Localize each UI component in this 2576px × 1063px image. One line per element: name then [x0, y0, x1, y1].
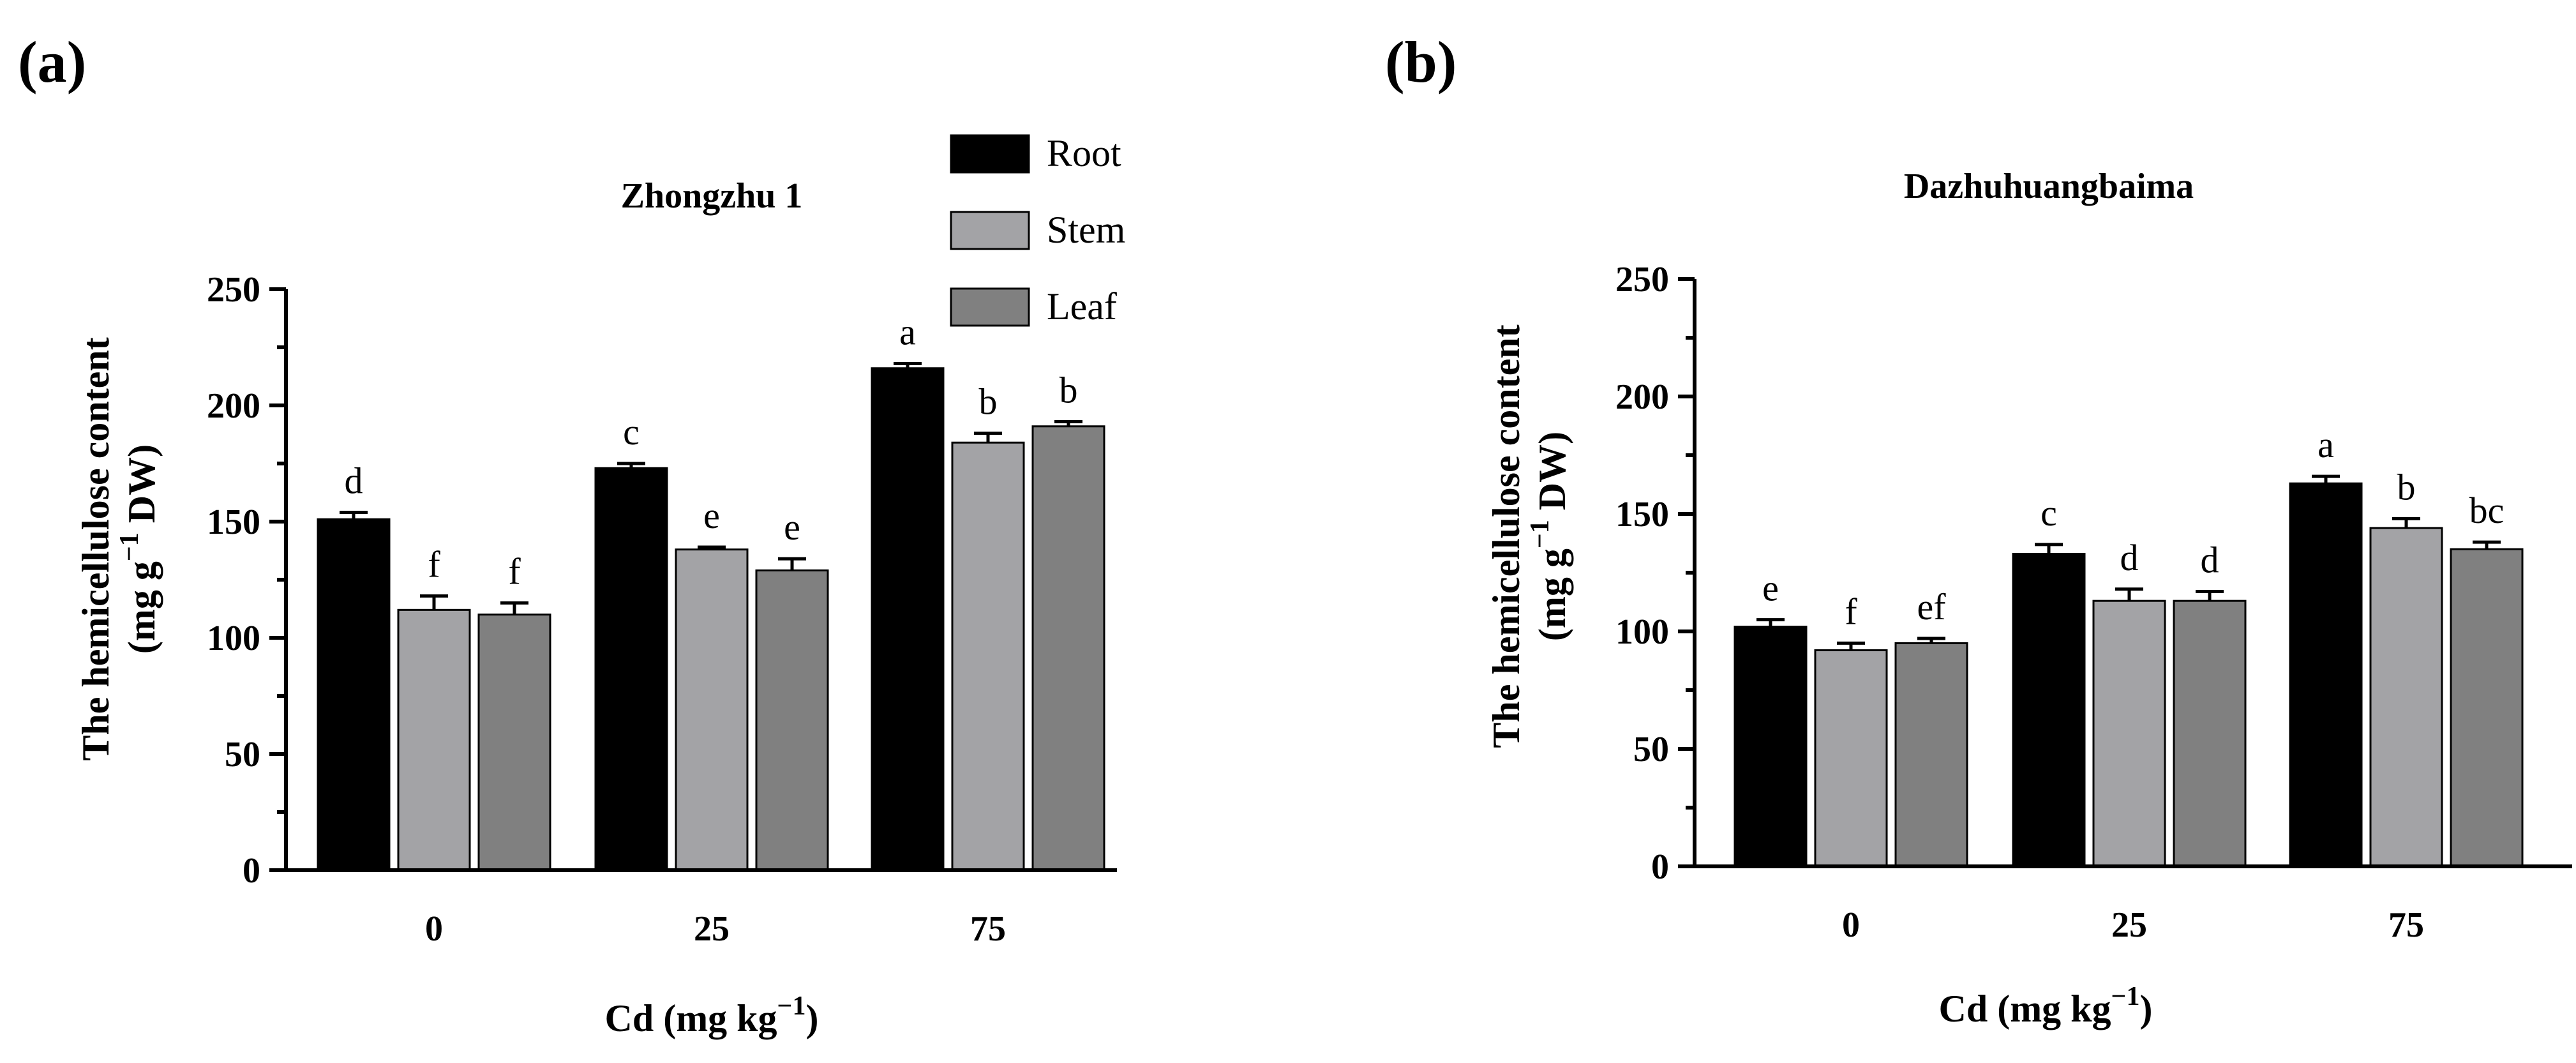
legend-swatch-stem [950, 211, 1030, 250]
y-tick-label: 200 [1615, 377, 1669, 417]
legend: Root Stem Leaf [950, 132, 1125, 328]
panel-label-a: (a) [18, 29, 86, 94]
bar-stem-0 [397, 608, 471, 871]
y-tick-label: 200 [207, 386, 260, 426]
significance-letter: f [508, 550, 521, 592]
bar-leaf-0 [1894, 642, 1968, 868]
y-tick-label: 0 [243, 851, 260, 891]
x-tick-label: 0 [1842, 905, 1860, 945]
x-tick-label: 0 [425, 909, 443, 949]
significance-letter: f [428, 543, 440, 585]
bar-stem-0 [1814, 649, 1888, 868]
significance-letter: c [2041, 492, 2057, 534]
legend-label-stem: Stem [1047, 209, 1125, 251]
legend-label-leaf: Leaf [1047, 285, 1117, 328]
plot-area-b: e c a f d b ef d bc 0 50 100 150 200 250 0 25 75 [1615, 260, 2572, 945]
y-tick-label: 150 [1615, 495, 1669, 534]
chart-title-b: Dazhuhuangbaima [1904, 167, 2194, 206]
y-axis-label-line1-a: The hemicellulose content [75, 337, 117, 760]
significance-letter: a [2318, 424, 2334, 465]
significance-letter: a [899, 311, 916, 352]
significance-letter: f [1845, 591, 1857, 632]
bar-leaf-75 [2450, 548, 2524, 868]
bar-leaf-0 [477, 614, 551, 871]
x-tick-label: 25 [694, 909, 730, 949]
significance-letter: d [2120, 537, 2139, 578]
bar-stem-75 [951, 441, 1025, 871]
panel-label-b: (b) [1385, 29, 1456, 94]
plot-area-a: d c a f e b f e b 0 50 100 150 200 250 0 25 75 [207, 270, 1117, 949]
bar-stem-25 [675, 548, 749, 871]
x-axis-label-a: Cd (mg kg−1) [605, 991, 819, 1039]
y-tick-label: 250 [1615, 260, 1669, 299]
legend-swatch-root [950, 134, 1030, 174]
bar-root-75 [2289, 482, 2363, 868]
x-tick-label: 75 [2388, 905, 2424, 945]
significance-letter: b [1060, 369, 1078, 411]
chart-title-a: Zhongzhu 1 [621, 176, 803, 216]
bar-root-25 [2012, 553, 2086, 868]
legend-swatch-leaf [950, 287, 1030, 327]
significance-letter: c [623, 411, 640, 453]
significance-letter: e [703, 495, 720, 536]
bar-leaf-25 [755, 569, 829, 871]
y-tick-label: 250 [207, 270, 260, 310]
y-tick-label: 150 [207, 502, 260, 542]
bar-leaf-75 [1031, 425, 1105, 871]
bar-root-0 [317, 518, 391, 871]
significance-letter: d [2201, 539, 2219, 580]
significance-letter: ef [1917, 586, 1946, 628]
y-axis-label-b: The hemicellulose content (mg g−1 DW) [1485, 324, 1573, 748]
y-axis-label-line2-b: (mg g−1 DW) [1525, 432, 1573, 641]
x-tick-label: 75 [970, 909, 1006, 949]
bar-stem-75 [2369, 527, 2443, 868]
bar-leaf-25 [2173, 599, 2247, 868]
x-tick-label: 25 [2111, 905, 2147, 945]
y-axis-label-line1-b: The hemicellulose content [1485, 324, 1527, 748]
chart-panel-b: (b) Dazhuhuangbaima The hemicellulose co… [1385, 29, 2572, 1030]
significance-letter: b [2397, 466, 2416, 508]
x-axis-label-b: Cd (mg kg−1) [1939, 982, 2153, 1030]
significance-letter: bc [2469, 490, 2505, 531]
y-tick-label: 50 [225, 735, 260, 774]
significance-letter: d [345, 460, 363, 501]
bar-root-25 [594, 467, 668, 871]
y-tick-label: 0 [1651, 847, 1669, 887]
y-tick-label: 100 [1615, 612, 1669, 652]
chart-panel-a: (a) Zhongzhu 1 The hemicellulose content… [18, 29, 1117, 1039]
significance-letter: e [784, 506, 800, 548]
significance-letter: b [979, 381, 998, 423]
legend-label-root: Root [1047, 132, 1121, 174]
y-axis-label-a: The hemicellulose content (mg g−1 DW) [75, 337, 163, 760]
y-tick-label: 50 [1633, 730, 1669, 769]
y-tick-label: 100 [207, 619, 260, 658]
significance-letter: e [1762, 568, 1779, 609]
bar-root-0 [1734, 626, 1808, 868]
bar-stem-25 [2092, 599, 2166, 868]
y-axis-label-line2-a: (mg g−1 DW) [115, 444, 163, 654]
bar-root-75 [871, 367, 945, 871]
